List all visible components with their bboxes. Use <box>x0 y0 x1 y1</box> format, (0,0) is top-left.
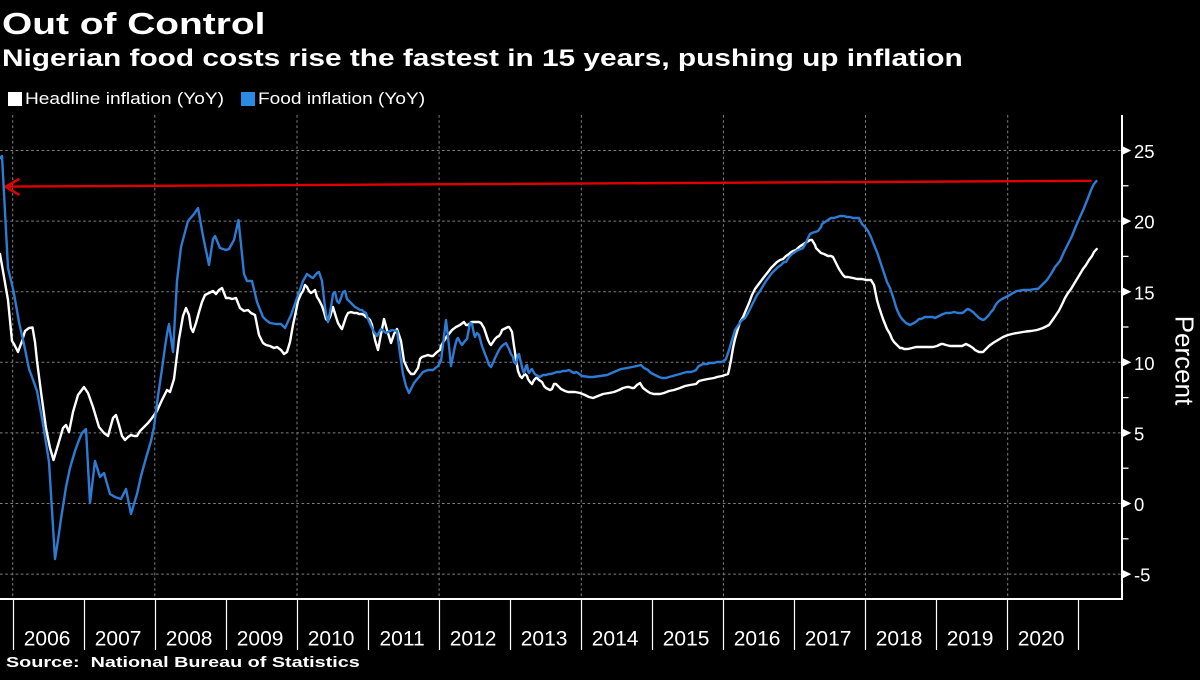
svg-text:10: 10 <box>1134 353 1155 374</box>
svg-text:20: 20 <box>1134 212 1155 233</box>
svg-text:2007: 2007 <box>95 628 142 651</box>
svg-text:2018: 2018 <box>876 628 923 651</box>
svg-text:2009: 2009 <box>237 628 284 651</box>
svg-text:2012: 2012 <box>450 628 497 651</box>
svg-text:-5: -5 <box>1134 565 1150 586</box>
svg-text:15: 15 <box>1134 282 1155 303</box>
svg-text:2019: 2019 <box>947 628 994 651</box>
svg-text:2014: 2014 <box>592 628 639 651</box>
svg-text:25: 25 <box>1134 141 1155 162</box>
svg-text:2017: 2017 <box>805 628 852 651</box>
svg-text:5: 5 <box>1134 424 1144 445</box>
svg-text:2020: 2020 <box>1018 628 1065 651</box>
svg-text:Percent: Percent <box>1170 316 1200 406</box>
svg-text:2015: 2015 <box>663 628 710 651</box>
svg-text:2016: 2016 <box>734 628 781 651</box>
svg-text:2011: 2011 <box>380 628 425 651</box>
svg-text:2013: 2013 <box>521 628 568 651</box>
svg-text:2006: 2006 <box>24 628 71 651</box>
svg-text:2010: 2010 <box>308 628 355 651</box>
svg-text:0: 0 <box>1134 494 1144 515</box>
svg-text:2008: 2008 <box>166 628 213 651</box>
